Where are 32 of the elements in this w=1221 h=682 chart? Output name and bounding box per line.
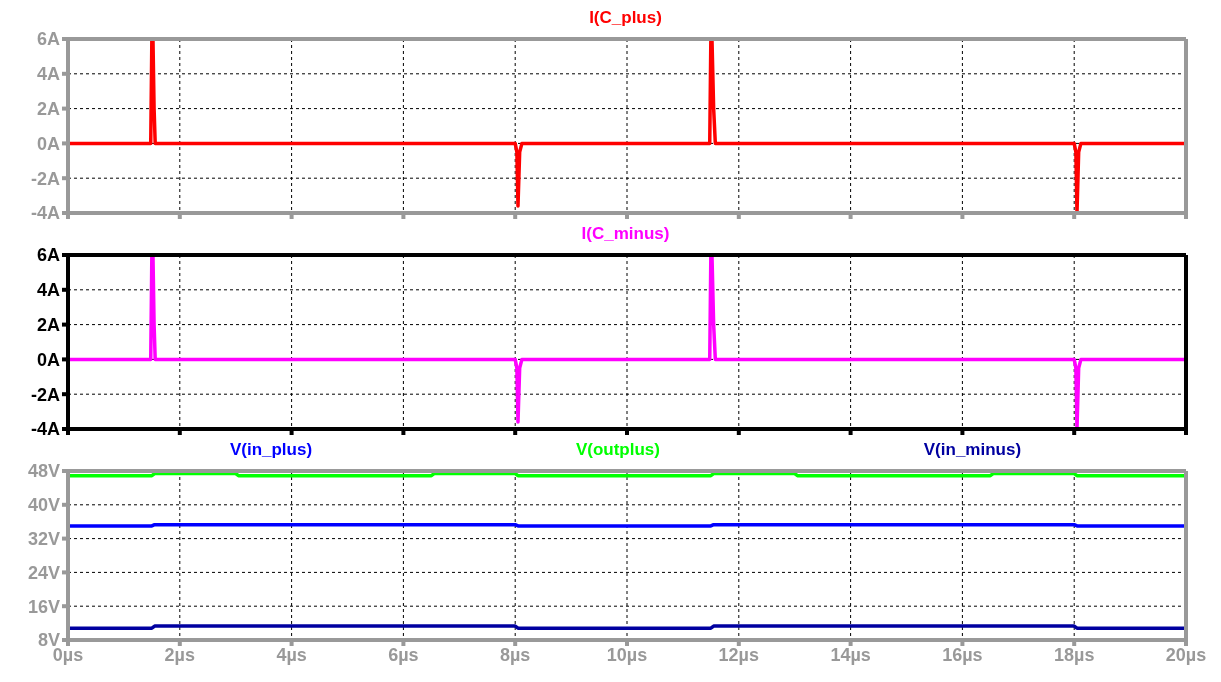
y-tick-label: 4A [36,64,60,85]
x-tick-label: 14µs [830,644,871,665]
text: V(in_minus) [923,440,1022,460]
x-tick-label: 10µs [606,644,648,665]
x-tick-label: 20µs [1165,644,1207,665]
text: I(C_minus) [581,224,670,244]
x-tick-label: 18µs [1054,644,1095,665]
x-tick-label: 8µs [500,644,531,665]
y-tick-label: -4A [30,203,60,224]
y-tick-label: 6A [36,245,60,266]
x-tick-label: 6µs [388,644,419,665]
y-tick-label: 24V [27,562,60,583]
x-tick-label: 2µs [164,644,195,665]
y-tick-label: 4A [36,280,60,301]
x-tick-label: 4µs [276,644,307,665]
y-tick-label: 16V [27,596,60,617]
y-tick-label: 2A [36,98,60,119]
y-tick-label: 0A [36,133,60,154]
y-tick-label: -2A [30,168,60,189]
y-tick-label: -2A [30,384,60,405]
y-tick-label: 40V [27,495,60,516]
y-tick-label: 0A [36,349,60,370]
y-tick-label: -4A [30,419,60,440]
y-tick-label: 48V [27,461,60,482]
x-tick-label: 12µs [718,644,759,665]
x-tick-label: 16µs [942,644,983,665]
text: I(C_plus) [589,8,662,28]
y-tick-label: 2A [36,314,60,335]
y-tick-label: 6A [36,29,60,50]
y-tick-label: 32V [27,528,60,549]
text: V(in_plus) [229,440,313,460]
series-label: V(outplus) [575,440,660,460]
